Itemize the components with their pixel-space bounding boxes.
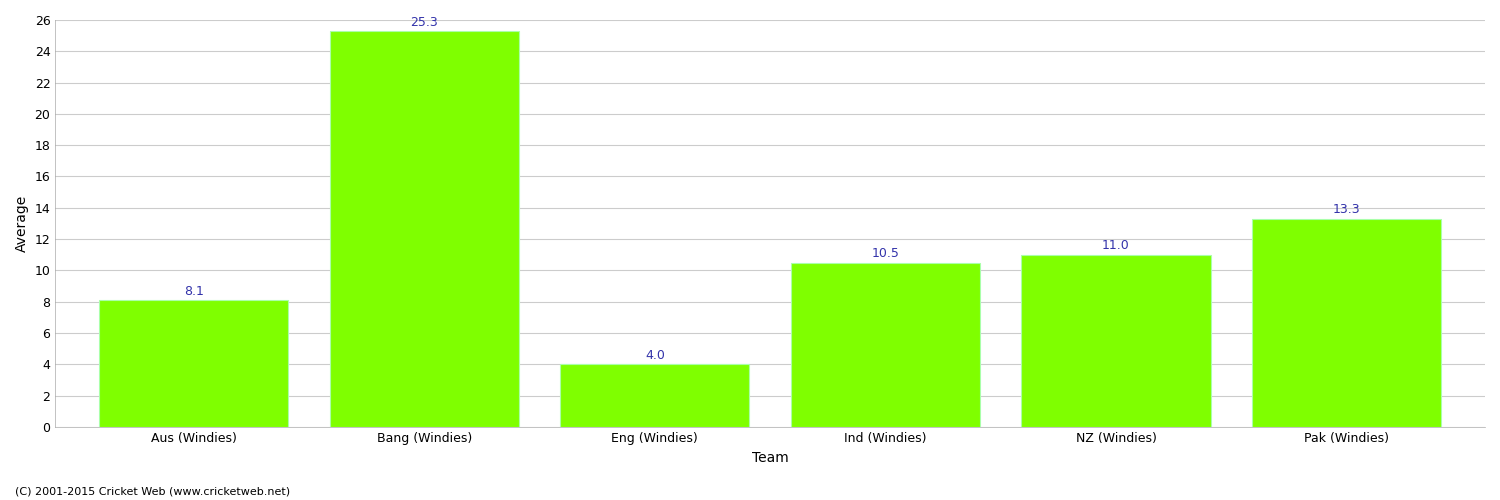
Text: 10.5: 10.5 bbox=[871, 247, 900, 260]
X-axis label: Team: Team bbox=[752, 451, 789, 465]
Bar bbox=[790, 262, 980, 427]
Bar bbox=[561, 364, 750, 427]
Text: (C) 2001-2015 Cricket Web (www.cricketweb.net): (C) 2001-2015 Cricket Web (www.cricketwe… bbox=[15, 487, 290, 497]
Text: 4.0: 4.0 bbox=[645, 349, 664, 362]
Text: 25.3: 25.3 bbox=[411, 16, 438, 28]
Text: 11.0: 11.0 bbox=[1102, 240, 1130, 252]
Bar bbox=[99, 300, 288, 427]
Bar bbox=[1252, 218, 1442, 427]
Bar bbox=[1022, 254, 1210, 427]
Text: 8.1: 8.1 bbox=[183, 285, 204, 298]
Bar bbox=[330, 31, 519, 427]
Text: 13.3: 13.3 bbox=[1334, 204, 1360, 216]
Y-axis label: Average: Average bbox=[15, 195, 28, 252]
